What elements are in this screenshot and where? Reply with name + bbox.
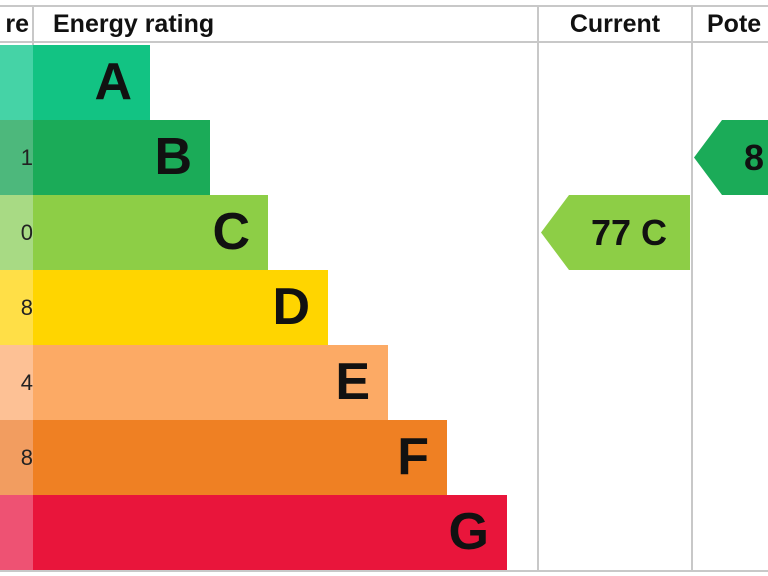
column-divider <box>691 5 693 571</box>
band-bar-c: C <box>33 195 268 270</box>
potential-rating-label: 8 <box>744 137 765 178</box>
current-header: Current <box>538 5 692 43</box>
band-score-a <box>0 45 33 120</box>
energy-rating-header: Energy rating <box>33 5 538 43</box>
band-bar-e: E <box>33 345 388 420</box>
band-score-f: 8 <box>0 420 33 495</box>
current-rating-label: 77 C <box>591 212 668 253</box>
band-score-d: 8 <box>0 270 33 345</box>
band-bar-f: F <box>33 420 447 495</box>
band-score-e: 4 <box>0 345 33 420</box>
band-bar-d: D <box>33 270 328 345</box>
score-header: re <box>0 5 33 43</box>
current-rating-arrow: 77 C <box>541 195 690 270</box>
column-divider <box>537 5 539 571</box>
band-score-g <box>0 495 33 570</box>
potential-arrow-shape <box>694 120 768 195</box>
band-bar-b: B <box>33 120 210 195</box>
potential-rating-arrow: 8 <box>694 120 768 195</box>
current-arrow-shape <box>541 195 690 270</box>
band-bar-g: G <box>33 495 507 570</box>
bottom-border <box>0 570 768 572</box>
potential-header: Pote <box>692 5 768 43</box>
band-score-b: 1 <box>0 120 33 195</box>
band-bar-a: A <box>33 45 150 120</box>
band-score-c: 0 <box>0 195 33 270</box>
